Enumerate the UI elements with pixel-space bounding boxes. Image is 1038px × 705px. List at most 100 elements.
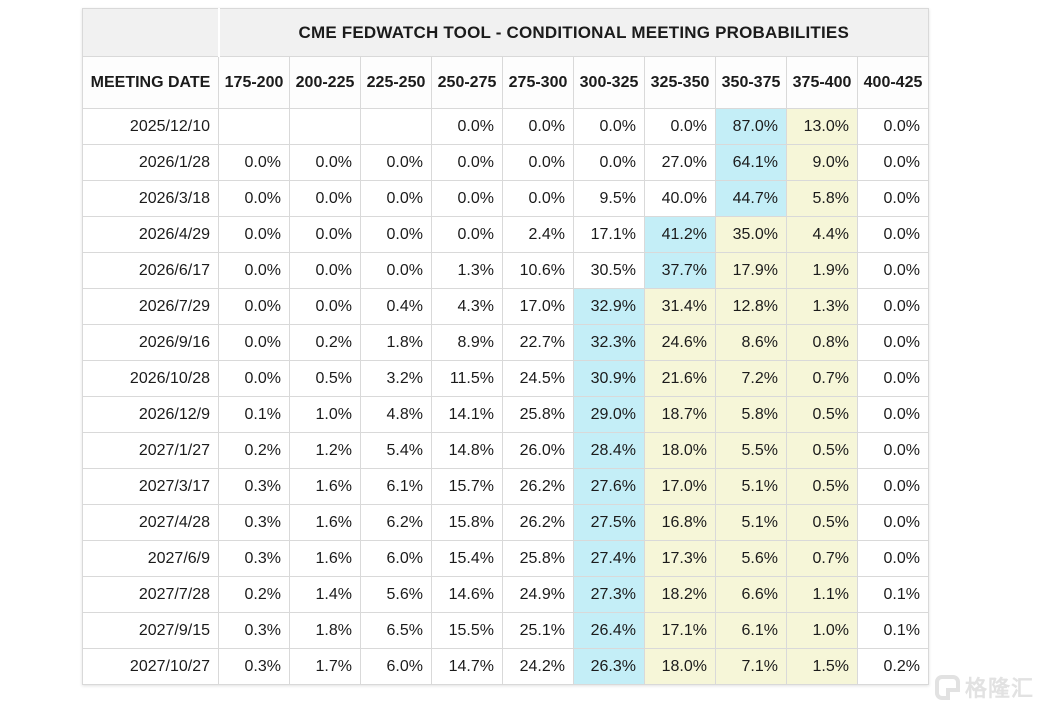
probability-cell: 30.9% <box>573 360 645 397</box>
probability-cell: 0.0% <box>431 180 503 217</box>
probability-cell: 1.6% <box>289 468 361 505</box>
probability-cell: 25.1% <box>502 612 574 649</box>
probability-cell: 4.8% <box>360 396 432 433</box>
meeting-date-cell: 2026/6/17 <box>82 252 219 289</box>
probability-cell: 0.1% <box>857 576 929 613</box>
rate-range-column-header: 375-400 <box>786 56 858 109</box>
probability-cell: 0.0% <box>573 144 645 181</box>
probability-cell: 0.5% <box>786 396 858 433</box>
column-header-row: MEETING DATE 175-200 200-225 225-250 250-27… <box>82 56 929 109</box>
probability-cell: 0.0% <box>857 396 929 433</box>
probability-cell: 1.4% <box>289 576 361 613</box>
probability-cell: 6.2% <box>360 504 432 541</box>
probability-cell: 26.0% <box>502 432 574 469</box>
probability-cell: 12.8% <box>715 288 787 325</box>
probability-cell: 41.2% <box>644 216 716 253</box>
probability-cell: 14.6% <box>431 576 503 613</box>
meeting-date-cell: 2026/9/16 <box>82 324 219 361</box>
meeting-date-column-header: MEETING DATE <box>82 56 219 109</box>
probability-cell: 0.0% <box>360 180 432 217</box>
probability-cell: 0.0% <box>857 180 929 217</box>
probability-cell: 0.0% <box>360 252 432 289</box>
probability-cell: 0.0% <box>289 288 361 325</box>
probability-cell: 0.0% <box>857 324 929 361</box>
probability-cell: 0.0% <box>218 324 290 361</box>
probability-cell: 29.0% <box>573 396 645 433</box>
probability-cell: 0.1% <box>857 612 929 649</box>
meeting-date-cell: 2026/4/29 <box>82 216 219 253</box>
table-row: 2026/4/29 0.0% 0.0% 0.0% 0.0% 2.4% 17.1% 41.2% 3… <box>82 216 929 253</box>
probability-cell: 0.7% <box>786 360 858 397</box>
probability-cell: 4.4% <box>786 216 858 253</box>
probability-cell: 0.0% <box>218 144 290 181</box>
probability-cell: 0.0% <box>431 108 503 145</box>
meeting-date-cell: 2026/12/9 <box>82 396 219 433</box>
probability-cell: 32.9% <box>573 288 645 325</box>
rate-range-column-header: 175-200 <box>218 56 290 109</box>
probability-cell: 27.6% <box>573 468 645 505</box>
probability-cell: 30.5% <box>573 252 645 289</box>
probability-cell: 6.5% <box>360 612 432 649</box>
probability-cell: 25.8% <box>502 540 574 577</box>
rate-range-column-header: 300-325 <box>573 56 645 109</box>
probability-cell: 32.3% <box>573 324 645 361</box>
probability-cell: 0.0% <box>360 216 432 253</box>
meeting-date-cell: 2027/7/28 <box>82 576 219 613</box>
probability-cell: 0.0% <box>857 144 929 181</box>
probability-cell: 0.0% <box>857 504 929 541</box>
probability-cell: 26.2% <box>502 504 574 541</box>
probability-cell: 8.6% <box>715 324 787 361</box>
probability-cell: 0.0% <box>502 144 574 181</box>
rate-range-column-header: 250-275 <box>431 56 503 109</box>
probability-cell: 0.0% <box>857 108 929 145</box>
watermark-text: 格隆汇 <box>964 677 1034 702</box>
probability-cell: 26.3% <box>573 648 645 685</box>
rate-range-column-header: 400-425 <box>857 56 929 109</box>
meeting-date-cell: 2027/10/27 <box>82 648 219 685</box>
meeting-date-cell: 2027/1/27 <box>82 432 219 469</box>
table-row: 2026/7/29 0.0% 0.0% 0.4% 4.3% 17.0% 32.9% 31.4%… <box>82 288 929 325</box>
table-row: 2027/9/15 0.3% 1.8% 6.5% 15.5% 25.1% 26.4% 17.1… <box>82 612 929 649</box>
probability-cell: 27.3% <box>573 576 645 613</box>
probability-cell: 0.5% <box>289 360 361 397</box>
probability-cell: 0.3% <box>218 540 290 577</box>
probability-cell: 0.0% <box>573 108 645 145</box>
probability-cell: 27.4% <box>573 540 645 577</box>
meeting-date-cell: 2025/12/10 <box>82 108 219 145</box>
probability-cell: 18.2% <box>644 576 716 613</box>
probability-cell: 0.0% <box>857 288 929 325</box>
probability-cell: 1.8% <box>289 612 361 649</box>
probability-cell: 0.2% <box>289 324 361 361</box>
meeting-date-cell: 2027/9/15 <box>82 612 219 649</box>
probability-cell: 14.1% <box>431 396 503 433</box>
probability-cell: 0.3% <box>218 612 290 649</box>
probability-cell: 18.7% <box>644 396 716 433</box>
probability-cell: 24.6% <box>644 324 716 361</box>
probability-cell: 0.2% <box>218 432 290 469</box>
probability-cell: 1.1% <box>786 576 858 613</box>
probability-cell: 0.0% <box>502 108 574 145</box>
probability-cell: 0.1% <box>218 396 290 433</box>
table-body: 2025/12/10 0.0% 0.0% 0.0% 0.0% 87.0% 13.0% 0.0%… <box>82 108 929 685</box>
probability-cell: 0.5% <box>786 468 858 505</box>
probability-cell: 6.0% <box>360 648 432 685</box>
probability-cell: 0.8% <box>786 324 858 361</box>
probability-cell: 5.4% <box>360 432 432 469</box>
probability-cell: 0.7% <box>786 540 858 577</box>
rate-range-column-header: 200-225 <box>289 56 361 109</box>
probability-cell: 7.1% <box>715 648 787 685</box>
probability-cell: 15.8% <box>431 504 503 541</box>
probability-cell: 0.0% <box>289 144 361 181</box>
probability-cell: 40.0% <box>644 180 716 217</box>
probability-cell: 28.4% <box>573 432 645 469</box>
probability-cell: 18.0% <box>644 648 716 685</box>
probability-cell: 0.0% <box>218 180 290 217</box>
probability-cell: 0.3% <box>218 648 290 685</box>
table-row: 2025/12/10 0.0% 0.0% 0.0% 0.0% 87.0% 13.0% 0.0% <box>82 108 929 145</box>
probability-cell: 24.5% <box>502 360 574 397</box>
probability-cell: 5.6% <box>360 576 432 613</box>
table-title: CME FEDWATCH TOOL - CONDITIONAL MEETING … <box>218 8 929 57</box>
probability-cell: 0.5% <box>786 504 858 541</box>
meeting-date-cell: 2026/7/29 <box>82 288 219 325</box>
probability-cell: 37.7% <box>644 252 716 289</box>
